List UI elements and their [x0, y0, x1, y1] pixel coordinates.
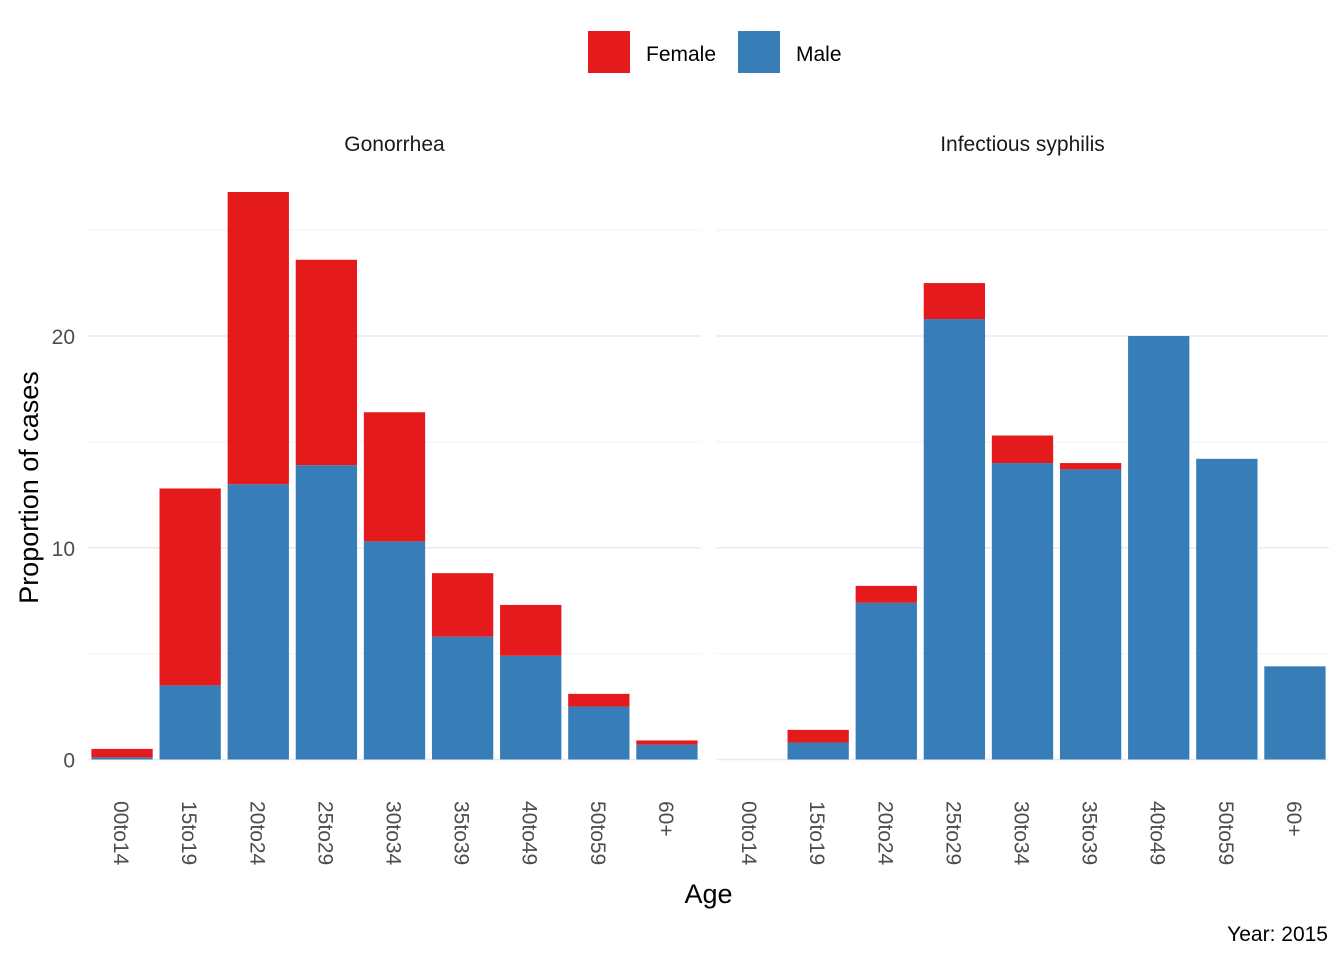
bar-male-25to29 [923, 319, 986, 760]
caption: Year: 2015 [1227, 923, 1328, 946]
bar-male-50to59 [1196, 458, 1258, 760]
x-tick-label-50to59: 50to59 [586, 801, 609, 865]
legend-item-male: Male [738, 31, 842, 73]
bar-male-20to24 [227, 484, 289, 760]
bar-male-15to19 [787, 742, 849, 760]
legend: Female Male [588, 31, 842, 73]
legend-swatch-female [588, 31, 630, 73]
x-tick-label-30to34: 30to34 [382, 801, 405, 866]
bar-male-20to24 [855, 602, 917, 760]
x-tick-label-15to19: 15to19 [177, 801, 200, 865]
y-tick-label-0: 0 [63, 750, 75, 773]
bar-male-35to39 [431, 636, 494, 760]
bar-male-40to49 [500, 655, 562, 760]
x-tick-label-25to29: 25to29 [313, 801, 336, 865]
panel-title: Infectious syphilis [940, 133, 1105, 156]
bar-female-25to29 [295, 259, 358, 466]
bar-female-30to34 [991, 435, 1054, 464]
legend-item-female: Female [588, 31, 716, 73]
x-axis-title: Age [684, 879, 732, 909]
x-tick-label-25to29: 25to29 [941, 801, 964, 865]
y-tick-label-10: 10 [52, 538, 75, 561]
panel-gonorrhea: Gonorrhea 00to14 15to19 20to24 25to29 30to34 3… [88, 133, 701, 866]
x-tick-label-00to14: 00to14 [109, 801, 132, 866]
x-tick-label-60+: 60+ [1282, 801, 1305, 837]
bar-female-60+ [636, 740, 698, 745]
bars [91, 192, 698, 760]
panel-title: Gonorrhea [344, 133, 445, 156]
legend-swatch-male [738, 31, 780, 73]
x-tick-label-15to19: 15to19 [805, 801, 828, 865]
bar-female-40to49 [500, 604, 562, 656]
bar-male-60+ [636, 744, 698, 760]
x-tick-label-35to39: 35to39 [450, 801, 473, 865]
bar-male-25to29 [295, 465, 358, 760]
bar-female-50to59 [568, 693, 630, 707]
legend-label-male: Male [796, 43, 842, 66]
bar-male-60+ [1264, 666, 1326, 760]
x-tick-label-50to59: 50to59 [1214, 801, 1237, 865]
bar-female-25to29 [923, 283, 986, 320]
x-tick-label-20to24: 20to24 [873, 801, 896, 866]
bar-male-30to34 [991, 463, 1054, 760]
bar-female-15to19 [159, 488, 221, 686]
bar-male-50to59 [568, 706, 630, 760]
x-tick-label-20to24: 20to24 [245, 801, 268, 866]
x-tick-label-00to14: 00to14 [737, 801, 760, 866]
x-tick-label-30to34: 30to34 [1010, 801, 1033, 866]
bars [787, 283, 1326, 760]
x-tick-label-60+: 60+ [654, 801, 677, 837]
bar-female-35to39 [431, 573, 494, 637]
bar-male-00to14 [91, 757, 153, 760]
bar-female-30to34 [363, 412, 426, 542]
bar-female-15to19 [787, 729, 849, 743]
y-tick-label-20: 20 [52, 326, 75, 349]
bar-male-15to19 [159, 685, 221, 760]
legend-label-female: Female [646, 43, 716, 66]
y-axis-title: Proportion of cases [14, 371, 44, 604]
x-tick-label-40to49: 40to49 [1146, 801, 1169, 865]
x-tick-label-35to39: 35to39 [1078, 801, 1101, 865]
bar-male-30to34 [363, 541, 426, 760]
bar-female-20to24 [855, 585, 917, 603]
bar-female-00to14 [91, 748, 153, 758]
bar-male-40to49 [1128, 336, 1190, 760]
bar-male-35to39 [1059, 469, 1122, 760]
panel-infectious-syphilis: Infectious syphilis 00to14 15to19 20to24 25t… [716, 133, 1329, 866]
bar-female-35to39 [1059, 463, 1122, 470]
bar-female-20to24 [227, 192, 289, 485]
x-tick-label-40to49: 40to49 [518, 801, 541, 865]
